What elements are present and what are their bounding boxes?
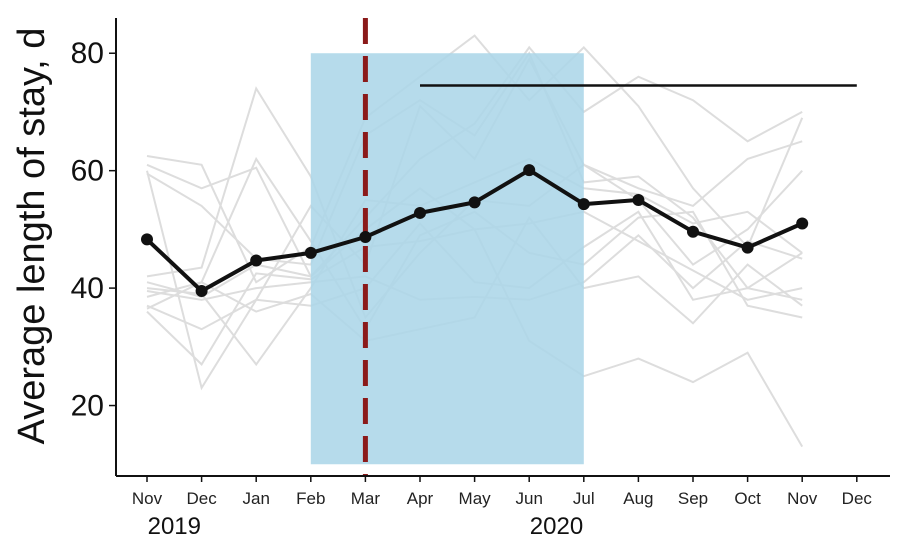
x-tick-label: Jan xyxy=(242,489,269,508)
x-tick-label: Feb xyxy=(296,489,325,508)
main-series-point xyxy=(141,233,153,246)
main-series-layer xyxy=(141,164,809,298)
x-tick-label: Sep xyxy=(678,489,708,508)
main-series-point xyxy=(796,217,809,230)
y-tick-label: 40 xyxy=(71,272,104,305)
main-series-point xyxy=(468,196,481,209)
year-label: 2020 xyxy=(530,513,583,540)
main-series-point xyxy=(250,254,263,267)
y-tick-label: 60 xyxy=(71,155,104,188)
x-tick-label: Jul xyxy=(573,489,595,508)
x-tick-label: Nov xyxy=(787,489,818,508)
main-series-point xyxy=(195,285,208,298)
main-series-point xyxy=(304,246,317,259)
y-axis-title: Average length of stay, d xyxy=(11,28,53,445)
background-series-line xyxy=(146,34,804,284)
main-series-point xyxy=(414,206,426,219)
axes xyxy=(109,18,890,482)
x-tick-label: May xyxy=(459,489,492,508)
x-tick-label: Aug xyxy=(623,489,653,508)
x-tick-label: Dec xyxy=(842,489,873,508)
main-series-point xyxy=(359,231,372,244)
main-series-point xyxy=(523,164,536,177)
year-label: 2019 xyxy=(148,513,201,540)
main-series-point xyxy=(687,225,699,238)
x-tick-labels: Nov Dec Jan Feb Mar Apr May Jun Jul Aug Sep Oct Nov D… xyxy=(132,489,873,508)
x-tick-label: Mar xyxy=(351,489,381,508)
y-tick-label: 80 xyxy=(71,37,104,70)
y-tick-labels: 20 40 60 80 xyxy=(71,37,104,422)
x-tick-label: Nov xyxy=(132,489,163,508)
main-series-point xyxy=(577,198,590,211)
x-tick-label: Jun xyxy=(515,489,542,508)
x-tick-label: Dec xyxy=(186,489,217,508)
marker-layer xyxy=(362,18,857,476)
x-tick-label: Oct xyxy=(734,489,761,508)
year-labels: 2019 2020 xyxy=(148,513,584,540)
highlight-region-layer xyxy=(310,53,584,465)
shaded-period-region xyxy=(310,53,584,465)
main-series-point xyxy=(632,194,645,207)
x-tick-label: Apr xyxy=(407,489,434,508)
y-tick-label: 20 xyxy=(71,390,104,423)
main-series-point xyxy=(741,241,754,254)
